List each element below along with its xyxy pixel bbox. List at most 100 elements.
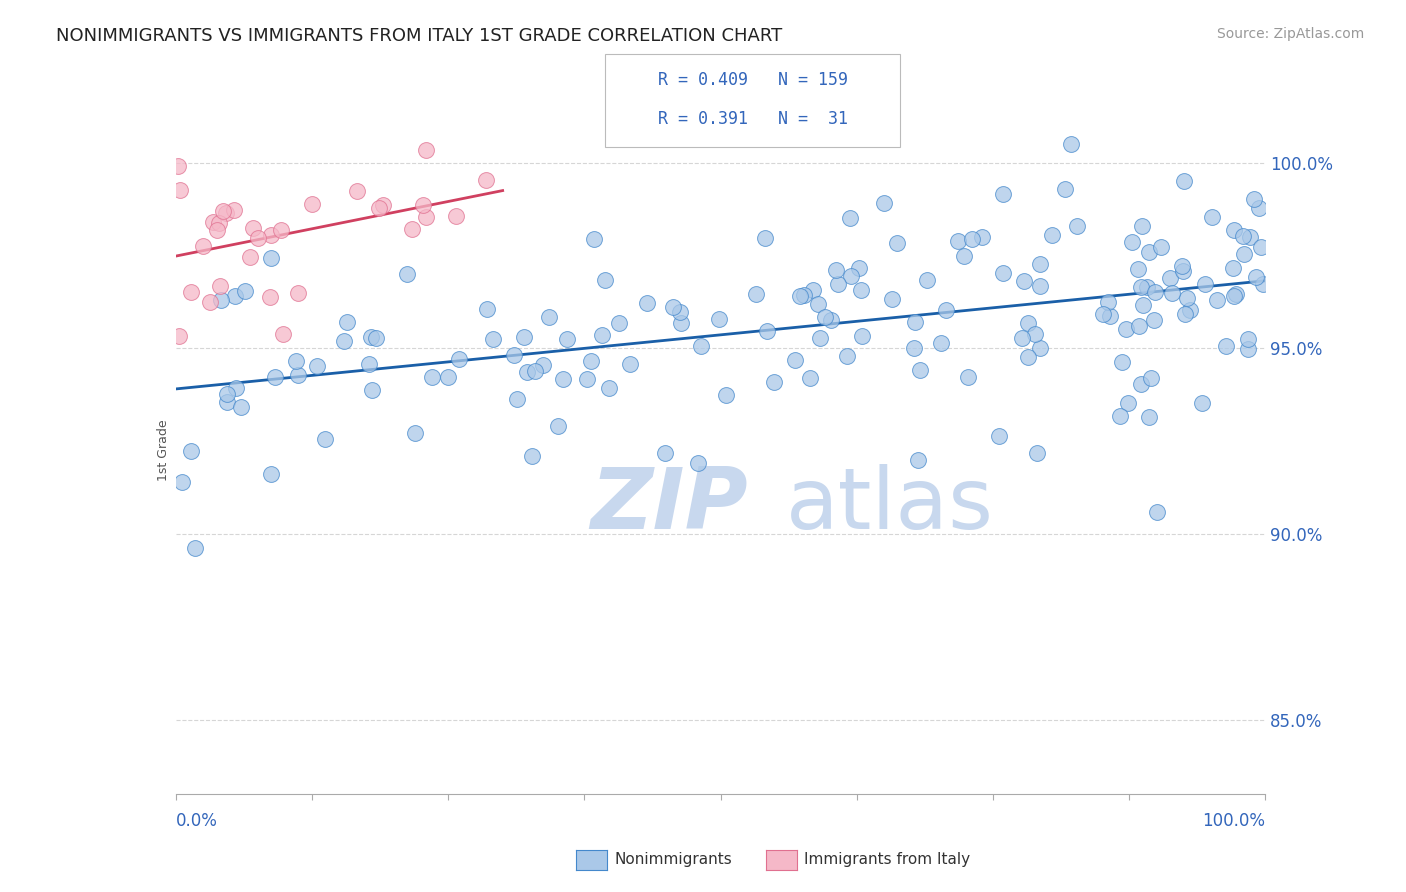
Text: atlas: atlas: [786, 464, 994, 547]
Point: [972, 229, 994, 244]
Point: [1132, 298, 1154, 312]
Point: [598, 381, 620, 395]
Point: [260, 252, 283, 266]
Point: [793, 288, 815, 302]
Point: [1205, 293, 1227, 307]
Point: [444, 210, 467, 224]
Point: [205, 223, 228, 237]
Point: [1194, 277, 1216, 291]
Point: [1060, 137, 1083, 152]
Text: NONIMMIGRANTS VS IMMIGRANTS FROM ITALY 1ST GRADE CORRELATION CHART: NONIMMIGRANTS VS IMMIGRANTS FROM ITALY 1…: [56, 27, 783, 45]
Point: [993, 186, 1015, 201]
Point: [991, 266, 1014, 280]
Point: [1028, 278, 1050, 293]
Text: Nonimmigrants: Nonimmigrants: [614, 853, 733, 867]
Point: [264, 369, 287, 384]
Point: [180, 285, 202, 299]
Point: [801, 283, 824, 297]
Point: [1160, 286, 1182, 301]
Point: [373, 197, 395, 211]
Point: [953, 249, 976, 263]
Point: [401, 222, 423, 236]
Point: [755, 325, 778, 339]
Point: [1244, 270, 1267, 285]
Point: [799, 371, 821, 385]
Point: [259, 290, 281, 304]
Point: [346, 184, 368, 198]
Point: [1040, 227, 1063, 242]
Point: [690, 339, 713, 353]
Text: Source: ZipAtlas.com: Source: ZipAtlas.com: [1216, 27, 1364, 41]
Point: [808, 331, 831, 345]
Text: Immigrants from Italy: Immigrants from Italy: [804, 853, 970, 867]
Point: [1249, 201, 1271, 215]
Point: [359, 357, 381, 371]
Point: [1053, 181, 1076, 195]
Point: [184, 541, 207, 556]
Point: [903, 341, 925, 355]
Point: [1225, 286, 1247, 301]
Point: [1097, 295, 1119, 310]
Point: [305, 359, 328, 373]
Point: [1115, 322, 1137, 336]
Point: [336, 315, 359, 329]
Point: [1028, 342, 1050, 356]
Point: [709, 312, 731, 326]
Point: [229, 400, 252, 414]
Point: [422, 369, 444, 384]
Point: [333, 334, 356, 348]
Point: [1137, 410, 1160, 425]
Point: [1011, 330, 1033, 344]
Point: [839, 268, 862, 283]
Point: [849, 283, 872, 297]
Point: [270, 223, 292, 237]
Point: [1137, 244, 1160, 259]
Point: [169, 183, 191, 197]
Point: [314, 432, 336, 446]
Point: [1111, 355, 1133, 369]
Point: [1128, 318, 1150, 333]
Point: [688, 456, 710, 470]
Point: [1017, 350, 1039, 364]
Point: [287, 368, 309, 382]
Point: [1150, 240, 1173, 254]
Point: [619, 358, 641, 372]
Point: [848, 260, 870, 275]
Point: [1129, 279, 1152, 293]
Point: [1121, 235, 1143, 250]
Text: 100.0%: 100.0%: [1202, 813, 1265, 830]
Point: [233, 284, 256, 298]
Point: [361, 384, 384, 398]
Point: [1136, 279, 1159, 293]
Point: [1130, 376, 1153, 391]
Point: [1222, 260, 1244, 275]
Point: [908, 363, 931, 377]
Point: [1173, 264, 1195, 278]
Point: [873, 196, 896, 211]
Point: [827, 277, 849, 291]
Point: [208, 279, 231, 293]
Point: [198, 295, 221, 310]
Point: [447, 352, 470, 367]
Point: [789, 289, 811, 303]
Point: [880, 292, 903, 306]
Point: [762, 375, 785, 389]
Text: R = 0.409   N = 159: R = 0.409 N = 159: [658, 71, 848, 89]
Point: [1237, 332, 1260, 346]
Point: [654, 446, 676, 460]
Point: [814, 310, 837, 324]
Point: [555, 332, 578, 346]
Point: [1092, 307, 1115, 321]
Point: [551, 372, 574, 386]
Point: [1146, 505, 1168, 519]
Point: [838, 211, 860, 225]
Point: [1223, 223, 1246, 237]
Point: [1029, 257, 1052, 271]
Point: [1140, 370, 1163, 384]
Point: [1173, 174, 1195, 188]
Y-axis label: 1st Grade: 1st Grade: [157, 419, 170, 482]
Point: [284, 354, 307, 368]
Point: [224, 203, 246, 218]
Point: [1025, 446, 1047, 460]
Point: [915, 273, 938, 287]
